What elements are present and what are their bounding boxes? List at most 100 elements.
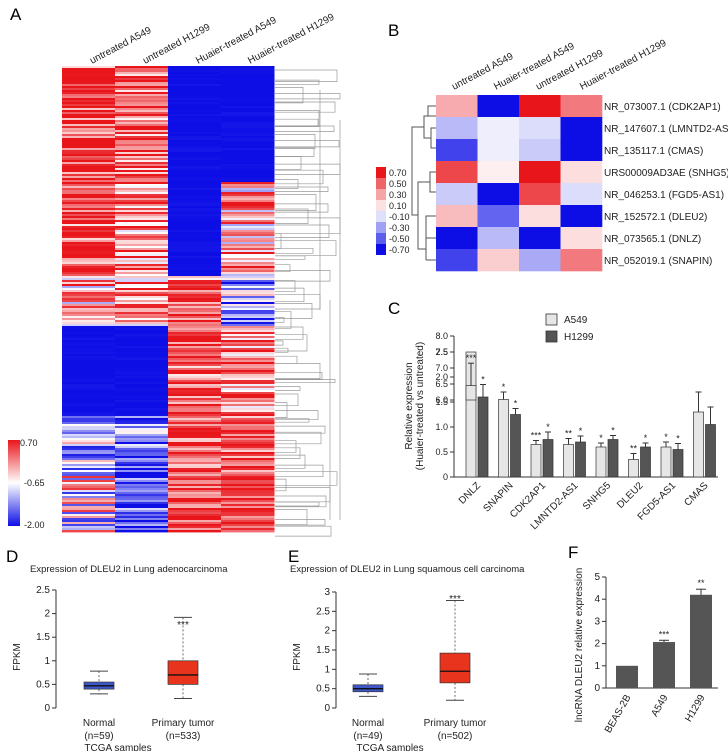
panel-d-group-n: (n=59): [84, 731, 113, 742]
heatmap-cell: [62, 102, 116, 105]
heatmap-cell: [168, 96, 222, 99]
heatmap-cell: [115, 338, 169, 341]
panel-b-row-label: NR_046253.1 (FGD5-AS1): [604, 190, 724, 201]
dendrogram-branch: [275, 87, 304, 104]
heatmap-cell: [221, 442, 275, 445]
x-tick-label: DNLZ: [457, 480, 483, 506]
heatmap-cell: [221, 450, 275, 453]
panel-b-dendrogram: [411, 105, 436, 261]
heatmap-cell: [221, 520, 275, 523]
heatmap-cell: [115, 166, 169, 169]
heatmap-cell: [62, 126, 116, 129]
panel-f-bar-chart: F lncRNA DLEU2 relative expression 0 1 2 3 4…: [568, 545, 718, 735]
heatmap-cell: [115, 184, 169, 187]
heatmap-cell: [168, 276, 222, 279]
heatmap-cell: [62, 214, 116, 217]
heatmap-cell: [168, 244, 222, 247]
significance-label: *: [644, 433, 648, 443]
heatmap-cell: [115, 376, 169, 379]
significance-label: **: [565, 429, 573, 439]
heatmap-cell: [115, 358, 169, 361]
heatmap-cell: [168, 250, 222, 253]
bar: [607, 439, 619, 478]
heatmap-cell: [115, 240, 169, 243]
heatmap-cell: [221, 512, 275, 515]
heatmap-cell: [115, 472, 169, 475]
significance-label: *: [676, 434, 680, 444]
heatmap-cell: [62, 138, 116, 141]
heatmap-cell: [168, 290, 222, 293]
heatmap-cell: [221, 338, 275, 341]
heatmap-cell: [115, 200, 169, 203]
x-tick-label: DLEU2: [615, 480, 646, 511]
heatmap-cell: [62, 164, 116, 167]
heatmap-cell: [115, 204, 169, 207]
heatmap-cell: [62, 396, 116, 399]
heatmap-cell: [168, 72, 222, 75]
heatmap-cell: [168, 92, 222, 95]
heatmap-cell: [115, 300, 169, 303]
heatmap-cell: [221, 340, 275, 343]
dendrogram-branch: [275, 326, 304, 340]
heatmap-cell: [168, 530, 222, 533]
heatmap-cell: [62, 150, 116, 153]
panel-f-letter: F: [568, 545, 578, 562]
heatmap-cell: [62, 394, 116, 397]
heatmap-cell: [62, 492, 116, 495]
heatmap-cell: [115, 94, 169, 97]
heatmap-cell: [62, 414, 116, 417]
heatmap-cell: [62, 448, 116, 451]
heatmap-cell: [221, 156, 275, 159]
heatmap-cell: [221, 94, 275, 97]
heatmap-cell: [221, 456, 275, 459]
heatmap-cell: [62, 484, 116, 487]
heatmap-cell: [115, 234, 169, 237]
heatmap-cell: [115, 260, 169, 263]
heatmap-cell: [168, 440, 222, 443]
heatmap-cell: [221, 210, 275, 213]
heatmap-cell: [168, 384, 222, 387]
heatmap-cell: [115, 210, 169, 213]
heatmap-cell: [221, 284, 275, 287]
heatmap-cell: [62, 530, 116, 533]
heatmap-cell: [62, 118, 116, 121]
bar: [628, 459, 639, 478]
heatmap-cell: [115, 136, 169, 139]
heatmap-cell: [168, 234, 222, 237]
heatmap-cell: [436, 249, 478, 272]
heatmap-cell: [221, 490, 275, 493]
heatmap-cell: [221, 424, 275, 427]
dendrogram-branch: [275, 280, 296, 293]
heatmap-cell: [168, 528, 222, 531]
heatmap-cell: [221, 266, 275, 269]
heatmap-cell: [62, 136, 116, 139]
heatmap-cell: [62, 268, 116, 271]
heatmap-cell: [221, 420, 275, 423]
heatmap-cell: [62, 408, 116, 411]
heatmap-cell: [221, 142, 275, 145]
heatmap-cell: [221, 172, 275, 175]
legend-swatch: [376, 222, 386, 233]
heatmap-cell: [62, 346, 116, 349]
heatmap-cell: [221, 472, 275, 475]
heatmap-cell: [168, 464, 222, 467]
heatmap-cell: [221, 504, 275, 507]
heatmap-cell: [62, 392, 116, 395]
heatmap-cell: [221, 448, 275, 451]
heatmap-cell: [115, 440, 169, 443]
heatmap-cell: [560, 183, 603, 206]
dendrogram-branch: [275, 440, 297, 453]
heatmap-cell: [168, 306, 222, 309]
dendrogram-branch: [275, 240, 337, 257]
heatmap-cell: [221, 364, 275, 367]
heatmap-cell: [62, 258, 116, 261]
heatmap-cell: [62, 356, 116, 359]
heatmap-cell: [168, 378, 222, 381]
heatmap-cell: [221, 140, 275, 143]
heatmap-cell: [221, 516, 275, 519]
heatmap-cell: [115, 296, 169, 299]
heatmap-cell: [115, 158, 169, 161]
heatmap-cell: [221, 188, 275, 191]
heatmap-cell: [221, 436, 275, 439]
dendrogram-branch: [275, 495, 327, 508]
